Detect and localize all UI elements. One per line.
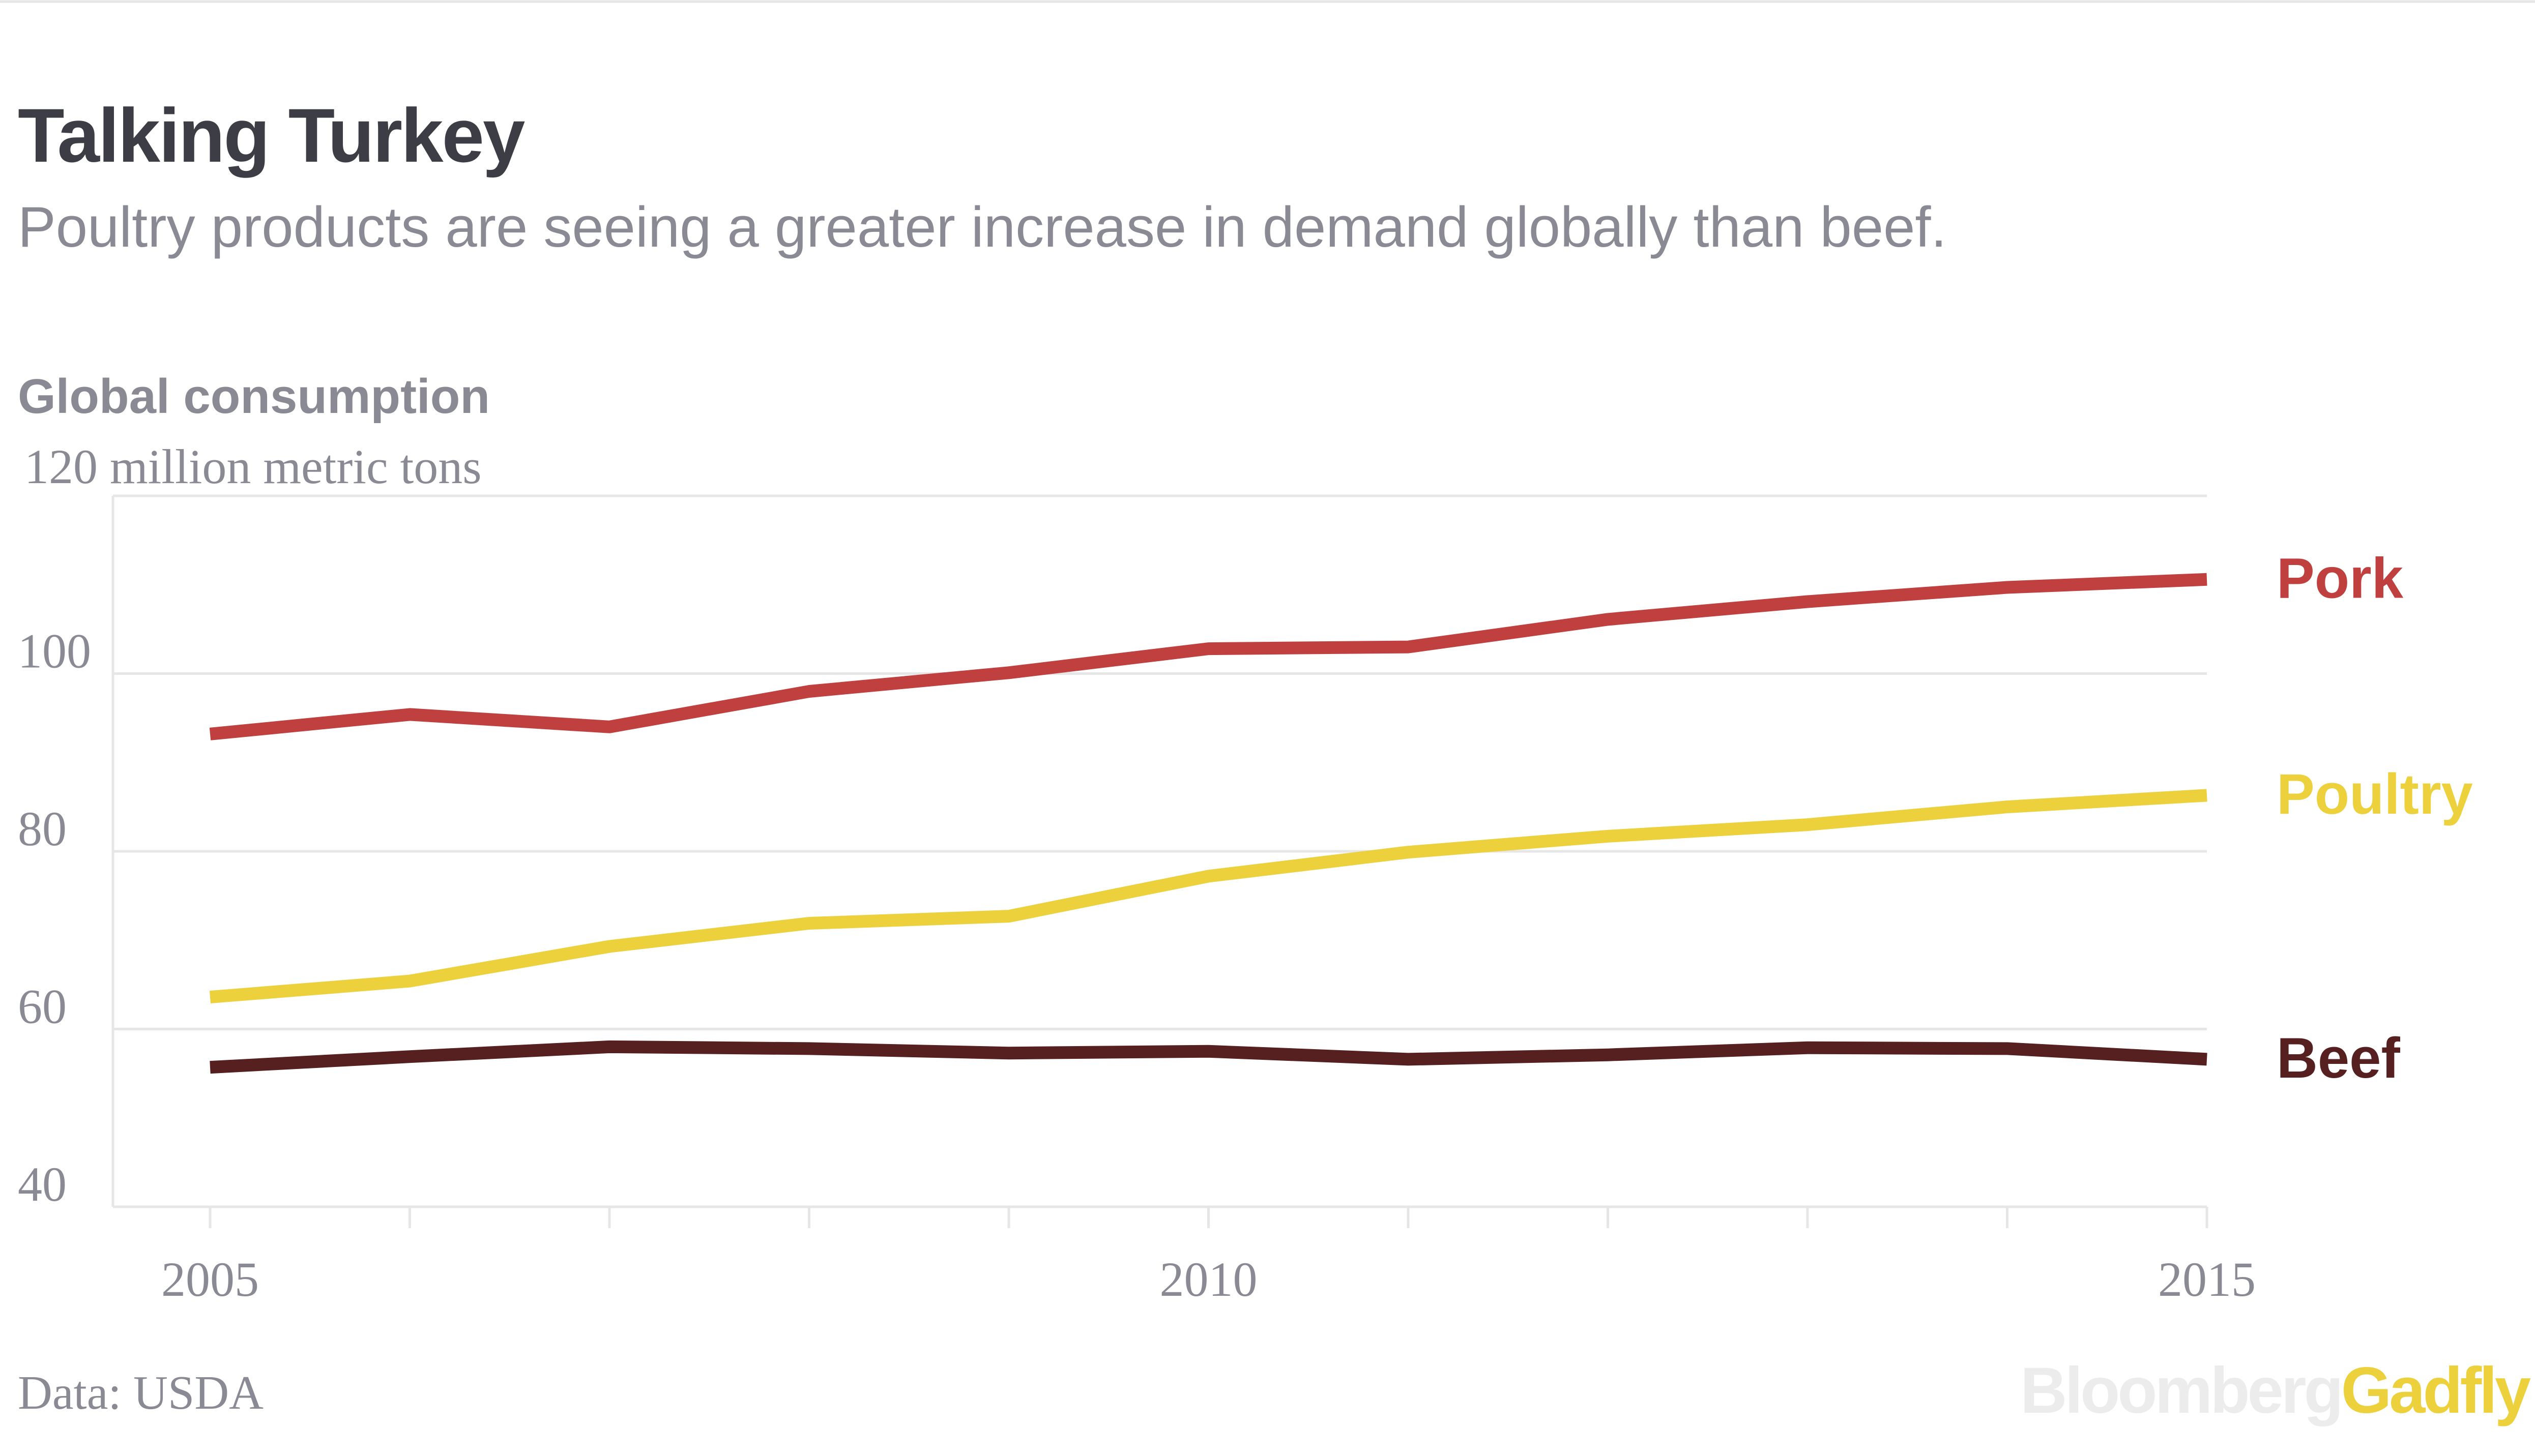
brand-logo-part1: Bloomberg: [2020, 1354, 2341, 1427]
series-label-beef: Beef: [2277, 1026, 2400, 1090]
series-line-pork: [209, 573, 2207, 740]
brand-logo-part2: Gadfly: [2341, 1354, 2531, 1427]
page-subtitle: Poultry products are seeing a greater in…: [18, 195, 1947, 259]
x-tick-label: 2010: [1160, 1252, 1258, 1306]
series-label-poultry: Poultry: [2277, 762, 2473, 826]
y-tick-label: 60: [18, 979, 67, 1034]
series-label-pork: Pork: [2277, 546, 2404, 610]
chart-title: Global consumption: [18, 369, 490, 424]
source-note: Data: USDA: [18, 1366, 264, 1419]
series-line-beef: [210, 1040, 2207, 1074]
y-axis-unit-label: 120 million metric tons: [24, 439, 482, 494]
x-tick-label: 2015: [2158, 1252, 2256, 1306]
page-title: Talking Turkey: [18, 93, 525, 178]
plot-area: 40 60 80 100 120 million metric tons 2005 2010…: [18, 439, 2473, 1306]
series-line-poultry: [210, 789, 2207, 1004]
y-tick-label: 80: [18, 801, 67, 856]
y-tick-label: 100: [18, 624, 91, 678]
brand-logo: BloombergGadfly: [2020, 1354, 2531, 1427]
y-tick-label: 40: [18, 1157, 67, 1211]
x-tick-label: 2005: [161, 1252, 259, 1306]
